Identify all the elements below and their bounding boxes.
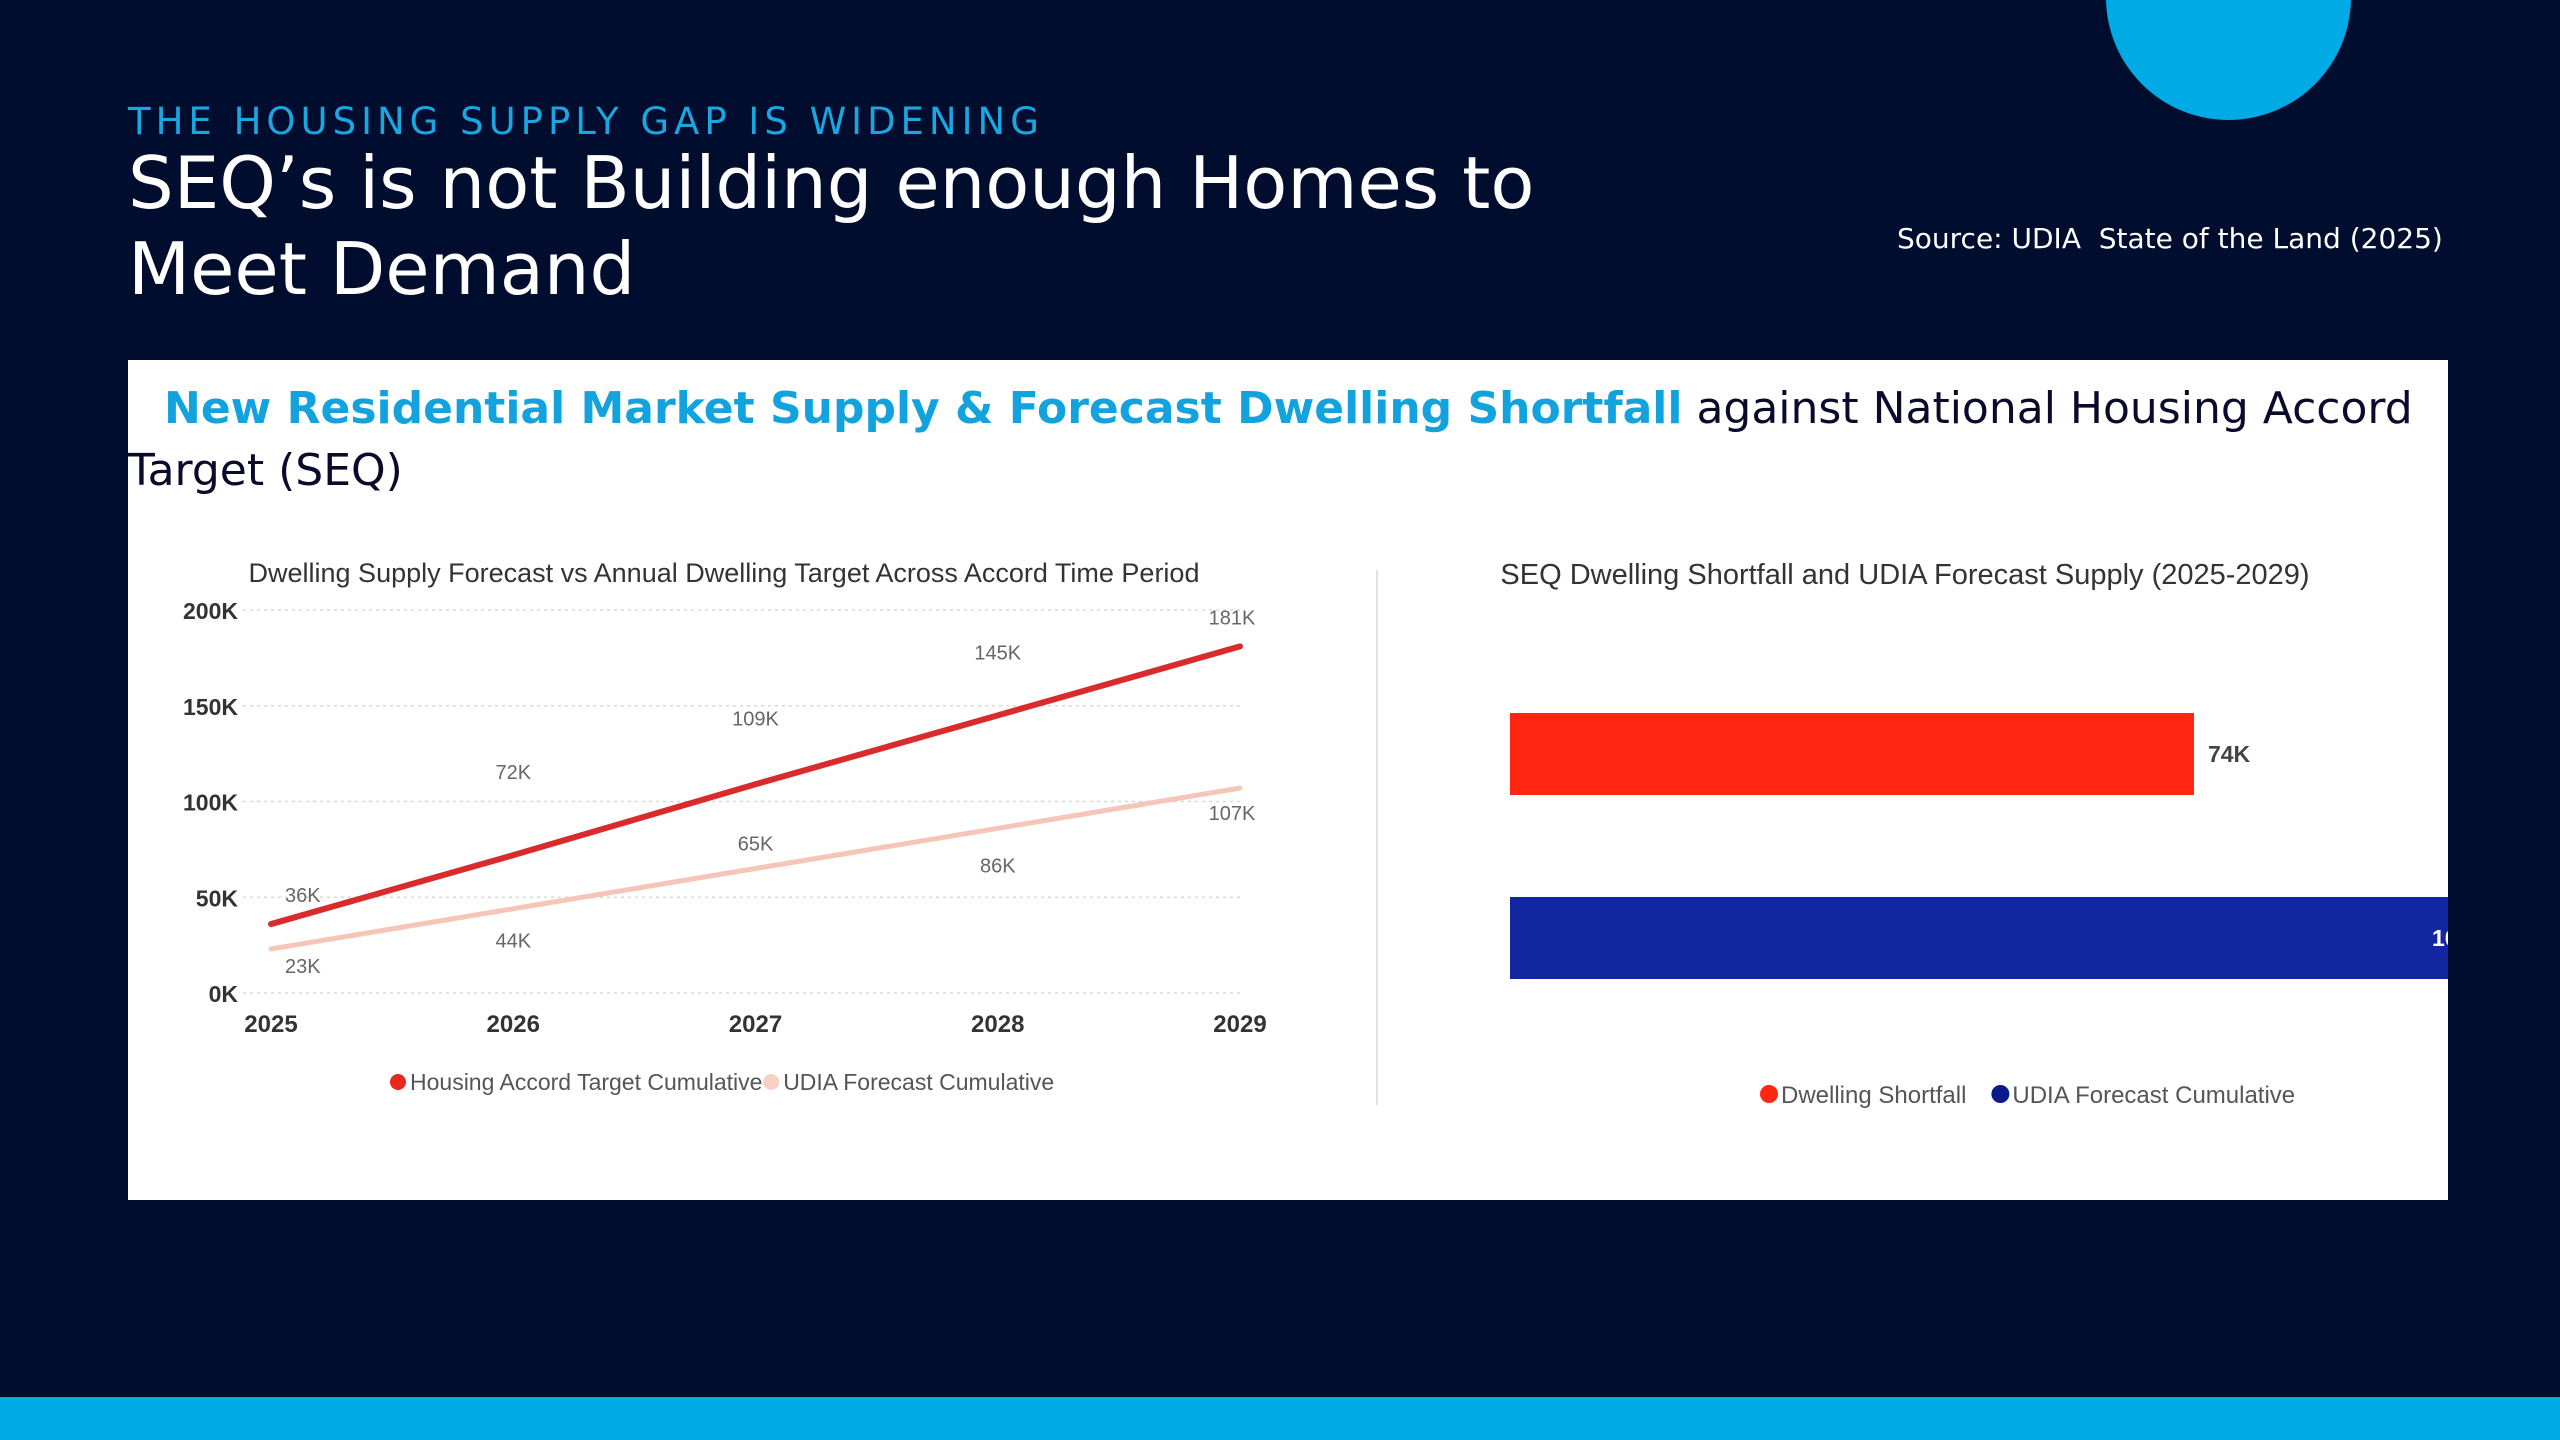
x-tick-label: 2025	[244, 1011, 297, 1038]
data-label: 44K	[495, 931, 531, 953]
slide-title: SEQ’s is not Building enough Homes to Me…	[128, 141, 1535, 311]
chart-divider	[1376, 570, 1378, 1105]
y-tick-label: 50K	[196, 885, 239, 911]
legend-marker	[763, 1074, 780, 1090]
data-label: 65K	[738, 834, 774, 856]
section-kicker: THE HOUSING SUPPLY GAP IS WIDENING	[128, 100, 1044, 143]
legend-marker	[1760, 1085, 1778, 1103]
x-tick-label: 2026	[487, 1011, 540, 1038]
source-note: Source: UDIA State of the Land (2025)	[1897, 222, 2443, 255]
series-line	[268, 785, 1243, 952]
footer-bar	[0, 1397, 2560, 1440]
data-label: 109K	[732, 708, 779, 730]
panel-heading-rest: against National Housing Accord Target (…	[128, 383, 2413, 496]
data-label: 145K	[974, 642, 1021, 664]
y-tick-label: 0K	[209, 981, 239, 1007]
line-chart: Dwelling Supply Forecast vs Annual Dwell…	[183, 558, 1267, 1095]
y-tick-label: 200K	[183, 598, 238, 624]
x-tick-label: 2029	[1213, 1011, 1266, 1038]
legend-marker	[390, 1074, 406, 1090]
data-label: 181K	[1209, 607, 1256, 629]
data-label: 107K	[1209, 803, 1256, 825]
decorative-circle	[2106, 0, 2351, 120]
bar-value-label: 74K	[2208, 741, 2251, 767]
legend-label: UDIA Forecast Cumulative	[2012, 1082, 2295, 1109]
bar	[1510, 897, 2448, 979]
x-tick-label: 2027	[729, 1011, 782, 1038]
bar-chart: SEQ Dwelling Shortfall and UDIA Forecast…	[1500, 559, 2448, 1109]
data-label: 23K	[285, 956, 321, 978]
x-tick-label: 2028	[971, 1011, 1024, 1038]
y-tick-label: 100K	[183, 790, 238, 816]
data-label: 36K	[285, 885, 321, 907]
legend-label: UDIA Forecast Cumulative	[783, 1069, 1054, 1095]
series-line	[268, 643, 1243, 928]
legend-marker	[1991, 1085, 2010, 1103]
legend-label: Dwelling Shortfall	[1781, 1082, 1966, 1109]
legend-label: Housing Accord Target Cumulative	[410, 1069, 762, 1095]
bar	[1510, 713, 2194, 795]
bar-chart-title: SEQ Dwelling Shortfall and UDIA Forecast…	[1500, 559, 2309, 591]
line-chart-title: Dwelling Supply Forecast vs Annual Dwell…	[249, 558, 1200, 588]
bar-value-label: 107K	[2432, 925, 2448, 951]
data-label: 86K	[980, 855, 1016, 877]
panel-heading-highlight: New Residential Market Supply & Forecast…	[164, 383, 1683, 434]
data-label: 72K	[495, 762, 531, 784]
y-tick-label: 150K	[183, 694, 238, 720]
chart-panel: New Residential Market Supply & Forecast…	[128, 360, 2448, 1200]
panel-heading: New Residential Market Supply & Forecast…	[128, 378, 2448, 496]
